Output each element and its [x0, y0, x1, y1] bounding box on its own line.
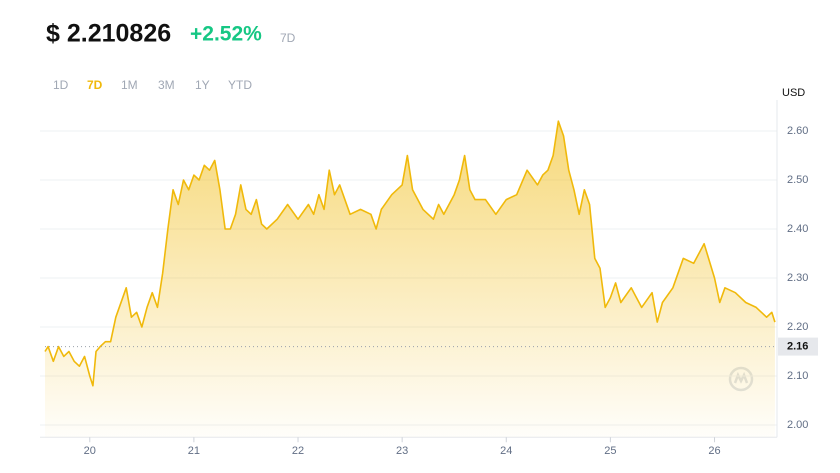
currency: USD [782, 87, 805, 99]
y-tick-label: 2.00 [787, 419, 808, 431]
price: $ 2.210826 [46, 20, 171, 48]
x-tick-label: 22 [292, 445, 304, 457]
x-tick-label: 23 [396, 445, 408, 457]
x-tick-label: 20 [84, 445, 96, 457]
change: +2.52% [190, 23, 262, 46]
price-area [45, 121, 775, 438]
range-button[interactable]: YTD [228, 78, 252, 92]
y-tick-label: 2.30 [787, 272, 808, 284]
y-tick-label: 2.40 [787, 223, 808, 235]
range-button[interactable]: 1M [121, 78, 138, 92]
x-tick-label: 21 [188, 445, 200, 457]
range-button[interactable]: 1D [53, 78, 69, 92]
reference-box [778, 337, 818, 356]
period: 7D [280, 31, 296, 45]
x-tick-label: 26 [708, 445, 720, 457]
range-button[interactable]: 7D [87, 78, 103, 92]
x-tick-label: 24 [500, 445, 512, 457]
x-tick-label: 25 [604, 445, 616, 457]
range-button[interactable]: 3M [158, 78, 175, 92]
y-tick-label: 2.60 [787, 125, 808, 137]
y-tick-label: 2.20 [787, 321, 808, 333]
range-button[interactable]: 1Y [195, 78, 210, 92]
y-tick-label: 2.50 [787, 174, 808, 186]
price-line [44, 120, 776, 387]
y-tick-label: 2.10 [787, 370, 808, 382]
reference-label: 2.16 [787, 341, 808, 353]
